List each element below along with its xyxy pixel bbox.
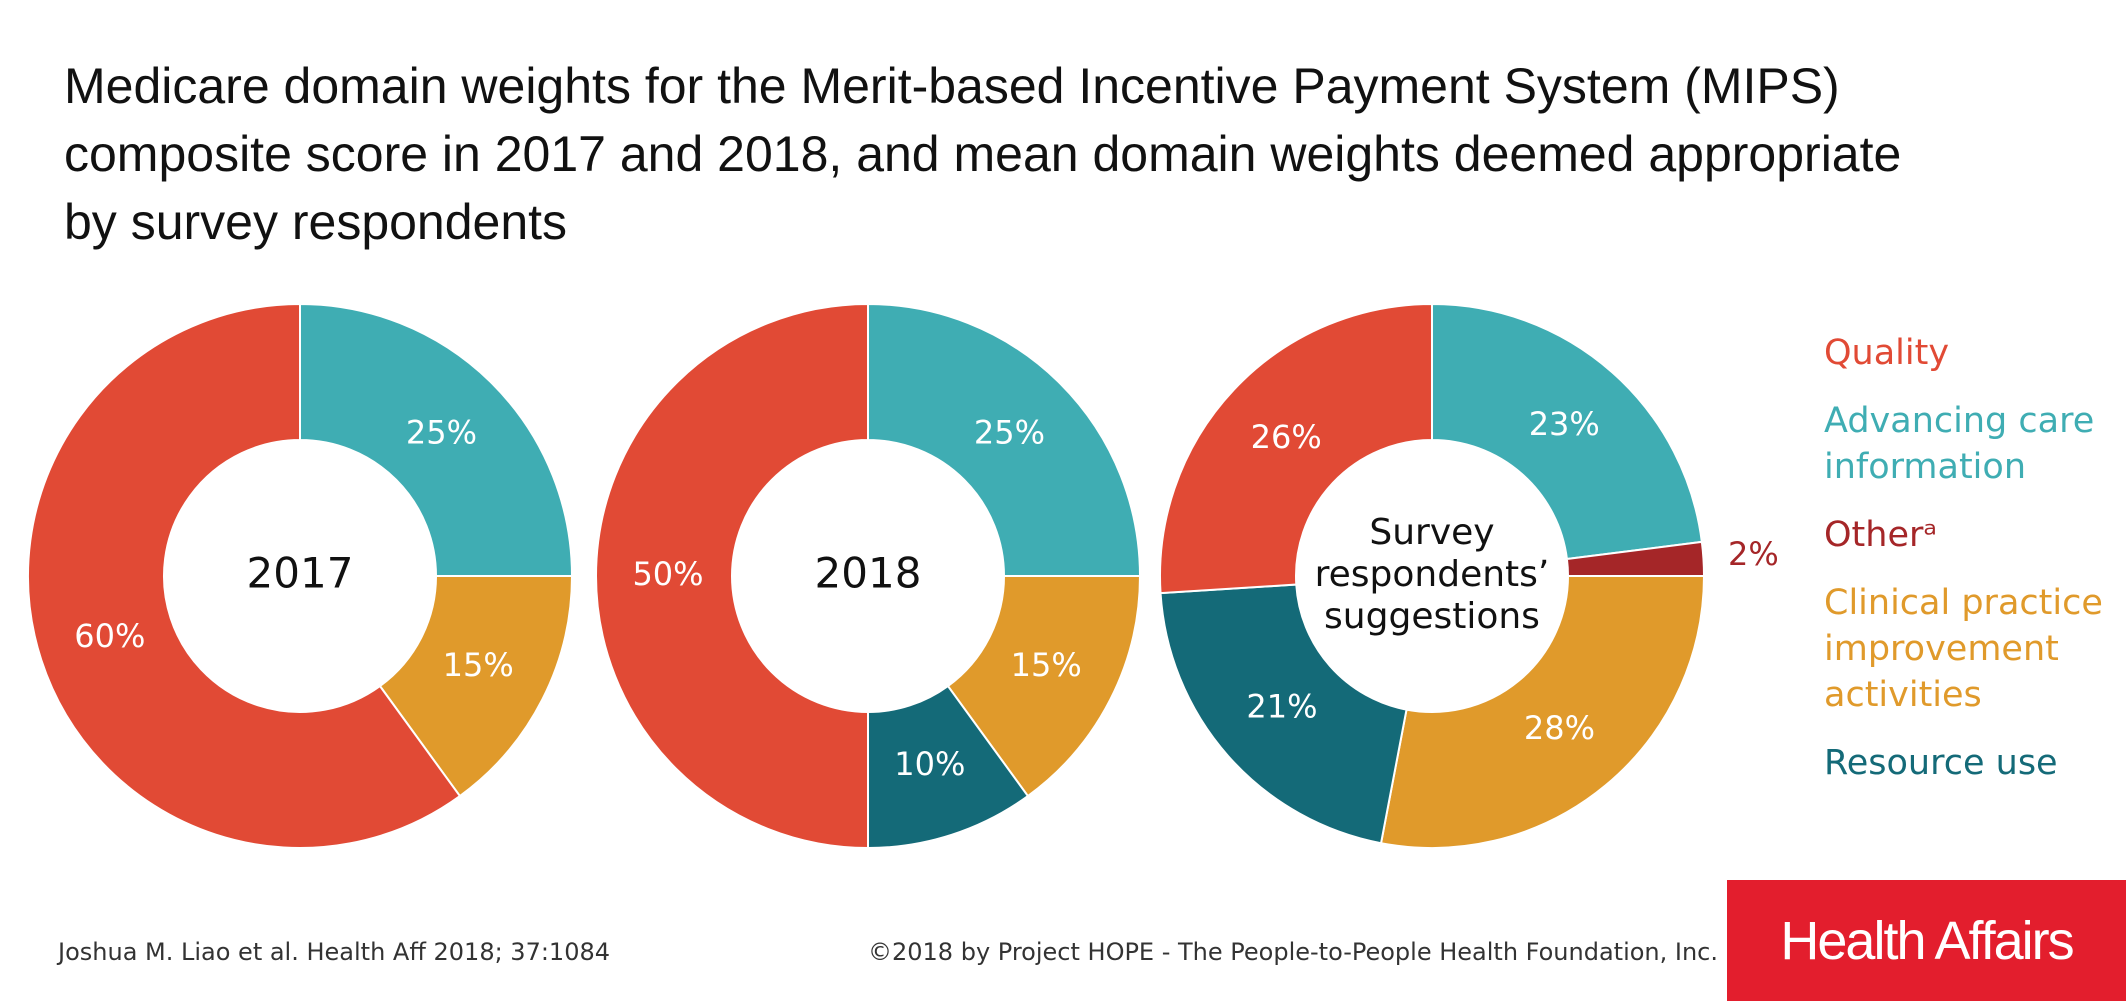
donut-3-label-other: 2%	[1728, 535, 1779, 573]
donut-2-label-quality: 50%	[632, 555, 703, 593]
chart-title: Medicare domain weights for the Merit-ba…	[64, 52, 2054, 256]
donut-2-center-label-1: 2018	[815, 549, 922, 598]
legend-label-quality: Quality	[1824, 333, 1950, 373]
donut-3-slice-clinical-practice-improvement-activities	[1379, 575, 1706, 849]
donut-3-center-label-2: respondents’	[1315, 554, 1550, 595]
title-line-2: composite score in 2017 and 2018, and me…	[64, 126, 1902, 182]
legend-label-clinical-line-1: Clinical practice	[1824, 583, 2103, 623]
citation: Joshua M. Liao et al. Health Aff 2018; 3…	[58, 938, 610, 966]
legend-label-resource: Resource use	[1824, 743, 2058, 783]
donut-3-label-resource-use: 21%	[1246, 687, 1317, 725]
legend: Quality Advancing care information Other…	[1824, 330, 2124, 808]
donut-1-slice-quality	[27, 302, 462, 849]
legend-label-other: Otherᵃ	[1824, 515, 1938, 555]
legend-item-quality: Quality	[1824, 330, 2124, 376]
donut-1-center-label-1: 2017	[247, 549, 354, 598]
legend-label-advancing-line-2: information	[1824, 447, 2027, 487]
donut-3-label-advancing-care-information: 23%	[1529, 405, 1600, 443]
donut-2-label-advancing-care-information: 25%	[974, 414, 1045, 452]
legend-label-advancing-line-1: Advancing care	[1824, 401, 2095, 441]
donut-2-slice-clinical-practice-improvement-activities	[946, 575, 1142, 798]
legend-item-resource-use: Resource use	[1824, 740, 2124, 786]
copyright: ©2018 by Project HOPE - The People-to-Pe…	[868, 938, 1719, 966]
donut-1-slice-advancing-care-information	[299, 302, 574, 577]
donut-3-center-label-1: Survey	[1369, 512, 1494, 553]
donut-3-center-label-3: suggestions	[1324, 596, 1540, 637]
health-affairs-logo: Health Affairs	[1727, 880, 2126, 1001]
donut-2-slice-advancing-care-information	[867, 302, 1142, 577]
donut-3-slice-advancing-care-information	[1431, 302, 1703, 561]
donut-2-label-clinical-practice-improvement-activities: 15%	[1011, 646, 1082, 684]
legend-label-clinical-line-3: activities	[1824, 675, 1982, 715]
donut-2-slice-quality	[595, 302, 869, 850]
legend-label-clinical-line-2: improvement	[1824, 629, 2059, 669]
donut-1-label-advancing-care-information: 25%	[406, 414, 477, 452]
legend-item-advancing-care-information: Advancing care information	[1824, 398, 2124, 490]
legend-item-clinical-practice: Clinical practice improvement activities	[1824, 580, 2124, 718]
donut-3-slice-quality	[1159, 302, 1433, 595]
title-line-1: Medicare domain weights for the Merit-ba…	[64, 58, 1840, 114]
donut-3-label-clinical-practice-improvement-activities: 28%	[1524, 709, 1595, 747]
donut-1-slice-clinical-practice-improvement-activities	[378, 575, 574, 798]
title-line-3: by survey respondents	[64, 194, 568, 250]
donut-1-label-quality: 60%	[74, 617, 145, 655]
legend-item-other: Otherᵃ	[1824, 512, 2124, 558]
donut-1-label-clinical-practice-improvement-activities: 15%	[443, 646, 514, 684]
donut-3-slice-resource-use	[1159, 583, 1408, 845]
donut-2-label-resource-use: 10%	[894, 745, 965, 783]
donut-3-label-quality: 26%	[1251, 418, 1322, 456]
